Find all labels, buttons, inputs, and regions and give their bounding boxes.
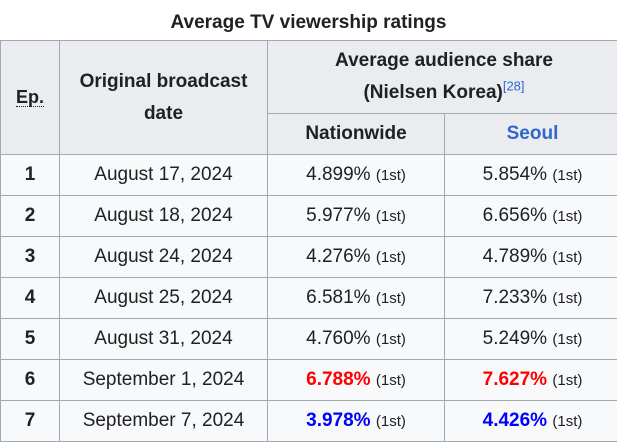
table-row: 7 September 7, 2024 3.978% (1st) 4.426% … [1,401,617,442]
header-share-line1: Average audience share [268,45,617,77]
nationwide-value: 4.276% [306,246,370,267]
seoul-rank: (1st) [552,167,582,184]
nationwide-rank: (1st) [376,290,406,307]
reference-link[interactable]: [28] [503,79,525,94]
nationwide-share: 4.760% (1st) [268,319,445,360]
broadcast-date: August 24, 2024 [60,237,268,278]
nationwide-share: 4.276% (1st) [268,237,445,278]
episode-number: 4 [1,278,60,319]
seoul-share: 7.233% (1st) [445,278,617,319]
broadcast-date: August 17, 2024 [60,155,268,196]
nationwide-value-lowest: 3.978% [306,410,370,431]
nationwide-rank: (1st) [376,208,406,225]
nationwide-share: 6.581% (1st) [268,278,445,319]
header-date-line2: date [60,98,267,130]
broadcast-date: September 1, 2024 [60,360,268,401]
broadcast-date: August 31, 2024 [60,319,268,360]
episode-number: 3 [1,237,60,278]
nationwide-rank: (1st) [376,372,406,389]
table-row: 6 September 1, 2024 6.788% (1st) 7.627% … [1,360,617,401]
seoul-value: 4.789% [483,246,547,267]
nationwide-rank: (1st) [376,167,406,184]
table-row: 1 August 17, 2024 4.899% (1st) 5.854% (1… [1,155,617,196]
table-caption: Average TV viewership ratings [0,10,617,36]
nationwide-rank: (1st) [376,413,406,430]
nationwide-value: 4.899% [306,164,370,185]
nationwide-value-highest: 6.788% [306,369,370,390]
episode-abbreviation[interactable]: Ep. [16,88,44,107]
seoul-rank: (1st) [552,290,582,307]
seoul-share: 5.249% (1st) [445,319,617,360]
episode-number: 5 [1,319,60,360]
nationwide-rank: (1st) [376,331,406,348]
table-row: 3 August 24, 2024 4.276% (1st) 4.789% (1… [1,237,617,278]
header-nationwide: Nationwide [268,114,445,155]
nationwide-share: 5.977% (1st) [268,196,445,237]
episode-number: 1 [1,155,60,196]
broadcast-date: August 25, 2024 [60,278,268,319]
table-row: 2 August 18, 2024 5.977% (1st) 6.656% (1… [1,196,617,237]
seoul-rank: (1st) [552,413,582,430]
nationwide-share-lowest: 3.978% (1st) [268,401,445,442]
header-seoul-link[interactable]: Seoul [445,114,617,155]
header-episode: Ep. [1,41,60,155]
seoul-share: 6.656% (1st) [445,196,617,237]
seoul-value: 7.233% [483,287,547,308]
seoul-value-highest: 7.627% [483,369,547,390]
episode-number: 6 [1,360,60,401]
seoul-share: 4.789% (1st) [445,237,617,278]
seoul-value: 5.249% [483,328,547,349]
nationwide-value: 4.760% [306,328,370,349]
nationwide-value: 5.977% [306,205,370,226]
seoul-share-lowest: 4.426% (1st) [445,401,617,442]
nationwide-rank: (1st) [376,249,406,266]
seoul-value: 6.656% [483,205,547,226]
seoul-value: 5.854% [483,164,547,185]
broadcast-date: September 7, 2024 [60,401,268,442]
header-audience-share: Average audience share (Nielsen Korea)[2… [268,41,617,114]
seoul-share: 5.854% (1st) [445,155,617,196]
broadcast-date: August 18, 2024 [60,196,268,237]
seoul-rank: (1st) [552,208,582,225]
seoul-share-highest: 7.627% (1st) [445,360,617,401]
nationwide-value: 6.581% [306,287,370,308]
header-broadcast-date: Original broadcast date [60,41,268,155]
header-date-line1: Original broadcast [60,66,267,98]
seoul-rank: (1st) [552,372,582,389]
seoul-rank: (1st) [552,249,582,266]
table-row: 5 August 31, 2024 4.760% (1st) 5.249% (1… [1,319,617,360]
table-row: 4 August 25, 2024 6.581% (1st) 7.233% (1… [1,278,617,319]
ratings-table: Ep. Original broadcast date Average audi… [0,40,617,442]
nationwide-share-highest: 6.788% (1st) [268,360,445,401]
episode-number: 7 [1,401,60,442]
seoul-value-lowest: 4.426% [483,410,547,431]
header-share-line2: (Nielsen Korea) [363,82,502,103]
episode-number: 2 [1,196,60,237]
seoul-rank: (1st) [552,331,582,348]
nationwide-share: 4.899% (1st) [268,155,445,196]
